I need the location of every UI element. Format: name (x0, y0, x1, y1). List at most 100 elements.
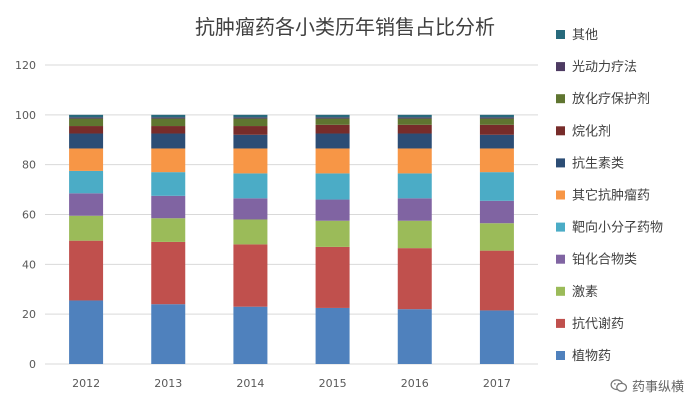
bar-segment-2017-6 (479, 134, 514, 149)
x-tick-label: 2015 (319, 377, 347, 390)
bar-segment-2012-5 (69, 148, 104, 171)
bar-segment-2013-10 (151, 114, 186, 118)
bar-segment-2012-6 (69, 133, 104, 149)
bar-segment-2017-4 (479, 172, 514, 201)
y-tick-label: 60 (22, 209, 36, 222)
legend-label: 放化疗保护剂 (572, 92, 650, 107)
bar-segment-2016-0 (397, 309, 432, 364)
bar-segment-2014-8 (233, 118, 268, 127)
bar-segment-2016-5 (397, 148, 432, 174)
bar-segment-2012-10 (69, 114, 104, 118)
bar-segment-2016-10 (397, 114, 432, 118)
bar-segment-2013-9 (151, 117, 186, 119)
legend-label: 其他 (572, 28, 598, 43)
bar-segment-2014-5 (233, 148, 268, 174)
legend-swatch (556, 30, 565, 39)
bar-segment-2017-0 (479, 310, 514, 364)
bar-segment-2016-8 (397, 118, 432, 125)
bar-segment-2015-10 (315, 114, 350, 118)
bar-segment-2013-2 (151, 218, 186, 242)
legend-label: 抗生素类 (572, 156, 624, 171)
bar-segment-2013-1 (151, 241, 186, 305)
bar-segment-2015-9 (315, 117, 350, 119)
bar-segment-2017-8 (479, 118, 514, 125)
legend-swatch (556, 190, 565, 200)
wechat-icon (610, 378, 628, 392)
bar-segment-2017-3 (479, 200, 514, 224)
legend-swatch (556, 94, 565, 104)
watermark: 药事纵横 (610, 376, 684, 395)
bar-segment-2012-3 (69, 193, 104, 216)
legend-label: 烷化剂 (572, 124, 611, 139)
y-tick-label: 80 (22, 159, 36, 172)
bar-segment-2015-0 (315, 307, 350, 364)
bar-segment-2016-3 (397, 198, 432, 221)
bar-segment-2016-2 (397, 220, 432, 249)
bar-segment-2013-6 (151, 133, 186, 149)
legend-label: 其它抗肿瘤药 (572, 188, 650, 204)
legend-label: 植物药 (572, 349, 611, 364)
bar-segment-2016-9 (397, 117, 432, 119)
bar-segment-2012-4 (69, 170, 104, 194)
bar-segment-2012-9 (69, 117, 104, 119)
y-tick-label: 120 (15, 59, 36, 72)
legend-swatch (556, 318, 565, 328)
legend-swatch (556, 351, 565, 360)
y-tick-label: 40 (22, 258, 36, 271)
bar-segment-2015-4 (315, 173, 350, 200)
bar-segment-2013-0 (151, 304, 186, 364)
legend-label: 抗代谢药 (572, 316, 624, 332)
x-tick-label: 2014 (236, 377, 264, 390)
legend-swatch (556, 286, 565, 296)
legend-label: 激素 (572, 285, 598, 300)
bar-segment-2015-2 (315, 220, 350, 247)
bar-segment-2017-10 (479, 114, 514, 118)
bar-segment-2017-1 (479, 250, 514, 311)
chart-title: 抗肿瘤药各小类历年销售占比分析 (195, 15, 495, 39)
legend-swatch (556, 126, 565, 136)
bar-segment-2013-4 (151, 172, 186, 196)
bar-segment-2013-3 (151, 195, 186, 219)
bar-segment-2015-7 (315, 124, 350, 134)
bar-segment-2014-4 (233, 173, 268, 199)
legend-swatch (556, 254, 565, 264)
bar-segment-2016-6 (397, 133, 432, 149)
bar-segment-2015-6 (315, 133, 350, 149)
legend-label: 光动力疗法 (572, 60, 637, 75)
bar-segment-2014-1 (233, 244, 268, 307)
legend-label: 靶向小分子药物 (572, 220, 663, 236)
bar-segment-2015-3 (315, 199, 350, 221)
legend-swatch (556, 158, 565, 168)
bar-segment-2016-7 (397, 124, 432, 134)
y-tick-label: 100 (15, 109, 36, 122)
watermark-text: 药事纵横 (631, 380, 684, 395)
bar-segment-2013-7 (151, 126, 186, 134)
y-tick-label: 0 (29, 358, 36, 371)
bar-segment-2014-7 (233, 126, 268, 135)
x-tick-label: 2012 (72, 377, 100, 390)
bar-segment-2012-7 (69, 126, 104, 134)
bar-segment-2014-3 (233, 198, 268, 220)
bar-segment-2012-2 (69, 215, 104, 241)
bar-segment-2014-2 (233, 219, 268, 245)
bar-segment-2017-9 (479, 117, 514, 119)
bar-segment-2014-0 (233, 306, 268, 364)
bar-segment-2012-8 (69, 118, 104, 127)
legend-label: 铂化合物类 (572, 252, 637, 268)
bar-segment-2017-5 (479, 148, 514, 173)
y-tick-label: 20 (22, 308, 36, 321)
bar-segment-2017-2 (479, 223, 514, 251)
bar-segment-2016-1 (397, 248, 432, 310)
bar-segment-2015-5 (315, 148, 350, 174)
bar-segment-2017-7 (479, 124, 514, 135)
legend-swatch (556, 62, 565, 72)
bar-segment-2014-10 (233, 114, 268, 118)
bar-segment-2016-4 (397, 173, 432, 199)
bar-segment-2013-5 (151, 148, 186, 173)
bar-segment-2015-1 (315, 246, 350, 308)
x-tick-label: 2017 (483, 377, 511, 390)
bar-segment-2015-8 (315, 118, 350, 125)
bar-segment-2012-1 (69, 240, 104, 301)
bar-segment-2013-8 (151, 118, 186, 127)
